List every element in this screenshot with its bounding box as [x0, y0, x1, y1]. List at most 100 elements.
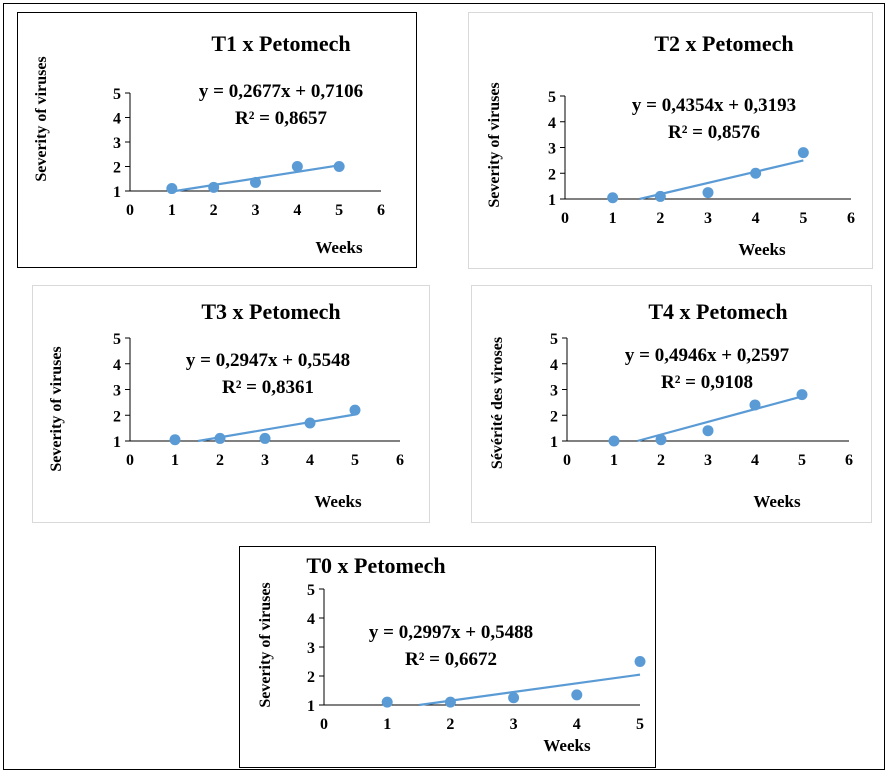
y-tick-label: 4: [113, 357, 121, 374]
x-tick-label: 5: [798, 452, 806, 469]
x-tick-label: 5: [799, 210, 807, 227]
y-tick-label: 3: [307, 640, 315, 657]
y-tick-label: 2: [113, 160, 121, 177]
x-tick-label: 3: [252, 202, 260, 219]
data-point: [796, 389, 808, 401]
r-squared-label: R² = 0,8576: [668, 122, 760, 143]
x-tick-label: 2: [656, 210, 664, 227]
x-axis-label: Weeks: [738, 240, 786, 259]
data-point: [655, 434, 667, 446]
x-tick-label: 0: [126, 452, 134, 469]
trendline-equation: y = 0,2677x + 0,7106: [199, 81, 363, 102]
x-tick-label: 0: [126, 202, 134, 219]
y-tick-label: 2: [548, 166, 556, 183]
x-tick-label: 3: [261, 452, 269, 469]
data-point: [259, 432, 271, 444]
data-point: [749, 399, 761, 411]
y-tick-label: 5: [307, 582, 315, 599]
chart-title: T4 x Petomech: [648, 299, 787, 324]
chart-title: T3 x Petomech: [201, 299, 340, 324]
y-tick-label: 3: [113, 383, 121, 400]
y-tick-label: 1: [548, 192, 556, 209]
r-squared-label: R² = 0,6672: [405, 649, 497, 670]
y-tick-label: 5: [548, 89, 556, 106]
x-tick-label: 0: [320, 716, 328, 733]
chart-panel-t0: 1 2 3 4 5 0 1 2 3 4 5 T0 x Petomech Weeks Severity of…: [239, 546, 656, 768]
y-tick-label: 2: [550, 408, 558, 425]
y-tick-label: 4: [548, 115, 556, 132]
x-axis-label: Weeks: [315, 238, 363, 257]
data-point: [333, 161, 345, 172]
trendline-equation: y = 0,4354x + 0,3193: [632, 95, 796, 116]
x-tick-label: 1: [609, 210, 617, 227]
y-tick-label: 2: [307, 669, 315, 686]
y-axis-label: Severity of viruses: [48, 346, 65, 471]
data-point: [608, 435, 620, 447]
data-point: [169, 434, 181, 446]
x-tick-label: 4: [752, 210, 760, 227]
y-tick-label: 5: [550, 331, 558, 348]
y-tick-label: 3: [550, 383, 558, 400]
x-tick-label: 6: [845, 452, 853, 469]
y-tick-label: 3: [548, 141, 556, 158]
data-point: [702, 187, 714, 199]
x-tick-label: 4: [306, 452, 314, 469]
x-tick-label: 6: [377, 202, 385, 219]
y-axis-label: Severity of viruses: [486, 82, 503, 207]
chart-title: T1 x Petomech: [211, 31, 350, 56]
x-tick-label: 2: [446, 716, 454, 733]
data-point: [750, 167, 762, 179]
data-point: [349, 404, 361, 416]
data-point: [508, 692, 520, 704]
x-tick-label: 0: [561, 210, 569, 227]
x-tick-label: 2: [210, 202, 218, 219]
trendline-equation: y = 0,2997x + 0,5488: [369, 622, 533, 643]
x-tick-label: 0: [563, 452, 571, 469]
trendline-equation: y = 0,2947x + 0,5548: [186, 350, 350, 371]
x-tick-label: 2: [216, 452, 224, 469]
y-tick-label: 1: [113, 434, 121, 451]
trendline-equation: y = 0,4946x + 0,2597: [625, 345, 790, 366]
chart-panel-t2: 1 2 3 4 5 0 1 2 3 4 5 6 T2 x Petomech Weeks Severity o…: [468, 12, 873, 269]
x-axis-label: Weeks: [314, 492, 362, 511]
data-point: [571, 689, 583, 701]
x-tick-label: 4: [293, 202, 301, 219]
y-axis-label: Sévérité des viroses: [489, 337, 506, 469]
data-point: [166, 183, 178, 195]
x-tick-label: 3: [704, 210, 712, 227]
y-tick-label: 1: [550, 434, 558, 451]
x-tick-label: 2: [657, 452, 665, 469]
trendline: [418, 673, 641, 707]
data-point: [214, 432, 226, 444]
data-point: [634, 656, 646, 667]
x-tick-label: 3: [704, 452, 712, 469]
y-tick-label: 5: [113, 86, 121, 103]
y-tick-label: 1: [307, 698, 315, 715]
y-tick-label: 1: [113, 184, 121, 201]
chart-title: T0 x Petomech: [306, 553, 445, 578]
y-tick-label: 3: [113, 135, 121, 152]
x-tick-label: 1: [610, 452, 618, 469]
trendline: [639, 159, 804, 201]
data-point: [208, 181, 220, 193]
x-tick-label: 5: [636, 716, 644, 733]
chart-panel-t4: 1 2 3 4 5 0 1 2 3 4 5 6 T4 x Petomech Weeks Sévérité d…: [471, 285, 872, 523]
y-tick-label: 5: [113, 331, 121, 348]
data-point: [250, 176, 261, 188]
data-point: [444, 696, 456, 708]
x-tick-label: 5: [335, 202, 343, 219]
r-squared-label: R² = 0,8361: [222, 377, 314, 398]
y-axis-label: Severity of viruses: [257, 582, 274, 707]
y-tick-label: 4: [550, 357, 558, 374]
x-tick-label: 6: [847, 210, 855, 227]
data-point: [702, 425, 714, 437]
x-tick-label: 6: [396, 452, 404, 469]
figure-frame: 1 2 3 4 5 0 1 2 3 4 5 6 T1 x Petomech Weeks Severity o…: [3, 3, 885, 770]
data-point: [654, 190, 666, 202]
chart-panel-t3: 1 2 3 4 5 0 1 2 3 4 5 6 T3 x Petomech Weeks Severity o…: [32, 285, 430, 523]
chart-title: T2 x Petomech: [654, 31, 793, 56]
